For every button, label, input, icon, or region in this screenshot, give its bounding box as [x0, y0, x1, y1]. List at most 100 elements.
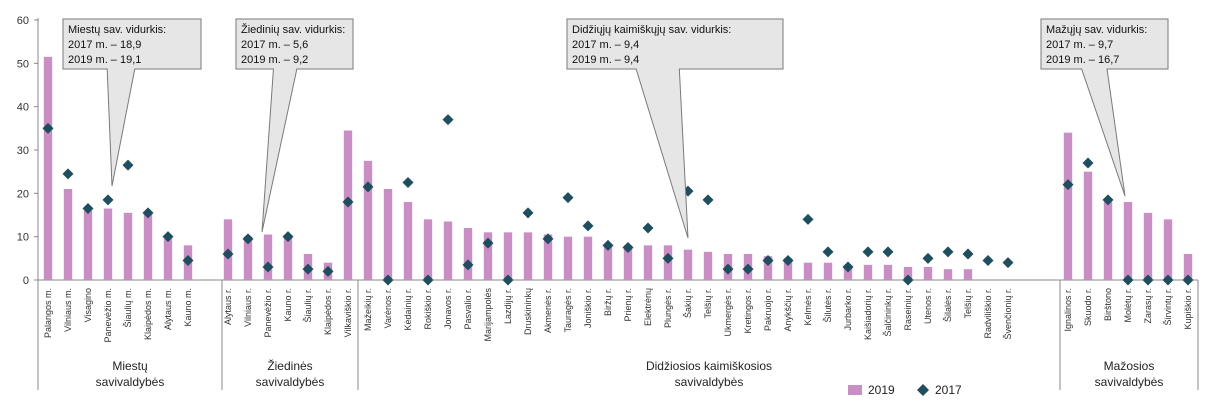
marker-2017 — [402, 177, 414, 188]
bar-2019 — [923, 267, 933, 280]
category-label: Visagino — [83, 288, 93, 322]
category-label: Pakruojo r. — [763, 288, 773, 331]
marker-2017 — [562, 192, 574, 204]
bar-2019 — [643, 245, 653, 280]
marker-2017 — [602, 239, 614, 251]
marker-2017 — [62, 168, 74, 180]
legend-label-2019: 2019 — [868, 383, 895, 397]
category-label: Klaipėdos r. — [323, 288, 333, 335]
category-label: Mažeikių r. — [363, 288, 373, 331]
bar-2019 — [383, 189, 393, 280]
bar-2019 — [283, 236, 293, 280]
category-label: Kretingos r. — [743, 288, 753, 334]
marker-2017 — [1182, 274, 1194, 286]
category-label: Molėtų r. — [1123, 288, 1133, 323]
category-label: Vilniaus r. — [243, 288, 253, 327]
callout-box — [62, 18, 202, 187]
category-label: Druskininkų — [523, 288, 533, 335]
category-label: Plungės r. — [663, 288, 673, 328]
group-label: Miestų — [112, 359, 148, 373]
y-tick-label: 50 — [17, 58, 29, 70]
bar-2019 — [43, 56, 53, 281]
callout-box — [1040, 18, 1169, 197]
marker-2017 — [902, 274, 914, 286]
bar-2019 — [123, 212, 133, 280]
marker-2017 — [142, 207, 154, 219]
category-label: Šalčininkų r. — [883, 288, 893, 337]
group-label: Didžiosios kaimiškosios — [646, 359, 772, 373]
category-label: Marijampolės — [483, 288, 493, 342]
marker-2017 — [242, 233, 254, 245]
callout-text: 2019 m. – 19,1 — [68, 54, 141, 66]
category-label: Vilniaus m. — [63, 288, 73, 332]
marker-2017 — [722, 263, 734, 275]
group-label: Žiedinės — [267, 358, 312, 373]
category-label: Varėnos r. — [383, 288, 393, 328]
category-label: Šiaulių r. — [303, 288, 313, 323]
group-label: savivaldybės — [256, 375, 325, 389]
marker-2017 — [482, 237, 494, 249]
bar-2019 — [443, 221, 453, 280]
category-label: Birštono — [1103, 288, 1113, 321]
category-label: Šilutės r. — [823, 288, 833, 323]
bar-2019 — [903, 267, 913, 280]
marker-2017 — [842, 261, 854, 273]
marker-2017 — [342, 196, 354, 208]
bar-2019 — [763, 256, 773, 280]
legend-label-2017: 2017 — [935, 383, 962, 397]
category-label: Akmenės r. — [543, 288, 553, 333]
category-label: Širvintų r. — [1163, 288, 1173, 326]
category-label: Biržų r. — [603, 288, 613, 316]
bar-2019 — [263, 234, 273, 280]
marker-2017 — [1082, 157, 1094, 169]
category-label: Lazdijų r. — [503, 288, 513, 324]
callout-text: Didžiųjų kaimiškųjų sav. vidurkis: — [572, 24, 731, 36]
legend-swatch-2019 — [848, 385, 862, 395]
marker-2017 — [462, 259, 474, 271]
bar-2019 — [403, 202, 413, 280]
bar-2019 — [463, 228, 473, 280]
marker-2017 — [1162, 274, 1174, 286]
category-label: Palangos m. — [43, 288, 53, 338]
marker-2017 — [882, 246, 894, 258]
bar-2019 — [623, 245, 633, 280]
marker-2017 — [762, 255, 774, 266]
marker-2017 — [442, 114, 454, 126]
category-label: Pasvalio r. — [463, 288, 473, 330]
marker-2017 — [982, 255, 994, 266]
marker-2017 — [322, 265, 334, 277]
category-label: Švenčionių r. — [1003, 288, 1013, 340]
callout-text: Miestų sav. vidurkis: — [68, 24, 166, 36]
category-label: Elektrėnų — [643, 288, 653, 326]
category-label: Kėdainių r. — [403, 288, 413, 331]
marker-2017 — [1002, 257, 1014, 269]
bar-2019 — [603, 245, 613, 280]
marker-2017 — [262, 261, 274, 273]
marker-2017 — [382, 274, 394, 286]
y-tick-label: 0 — [23, 275, 29, 287]
category-label: Panevėžio r. — [263, 288, 273, 338]
marker-2017 — [942, 246, 954, 258]
bar-2019 — [1183, 254, 1193, 280]
category-label: Telšių r. — [703, 288, 713, 319]
callout-text: 2017 m. – 5,6 — [241, 39, 308, 51]
bar-2019 — [363, 160, 373, 280]
marker-2017 — [42, 122, 54, 134]
marker-2017 — [102, 194, 114, 206]
category-label: Ukmergės r. — [723, 288, 733, 337]
category-label: Telšių r. — [963, 288, 973, 319]
bar-2019 — [1123, 202, 1133, 280]
marker-2017 — [222, 248, 234, 260]
marker-2017 — [1102, 194, 1114, 206]
group-label: Mažosios — [1104, 359, 1155, 373]
y-tick-label: 40 — [17, 102, 29, 114]
bar-2019 — [823, 262, 833, 280]
marker-2017 — [182, 255, 194, 266]
marker-2017 — [302, 263, 314, 275]
bar-2019 — [243, 236, 253, 280]
callout-text: 2017 m. – 9,7 — [1046, 39, 1113, 51]
category-label: Tauragės r. — [563, 288, 573, 333]
marker-2017 — [1122, 274, 1134, 286]
category-label: Šilalės r. — [943, 288, 953, 322]
bar-2019 — [523, 232, 533, 280]
